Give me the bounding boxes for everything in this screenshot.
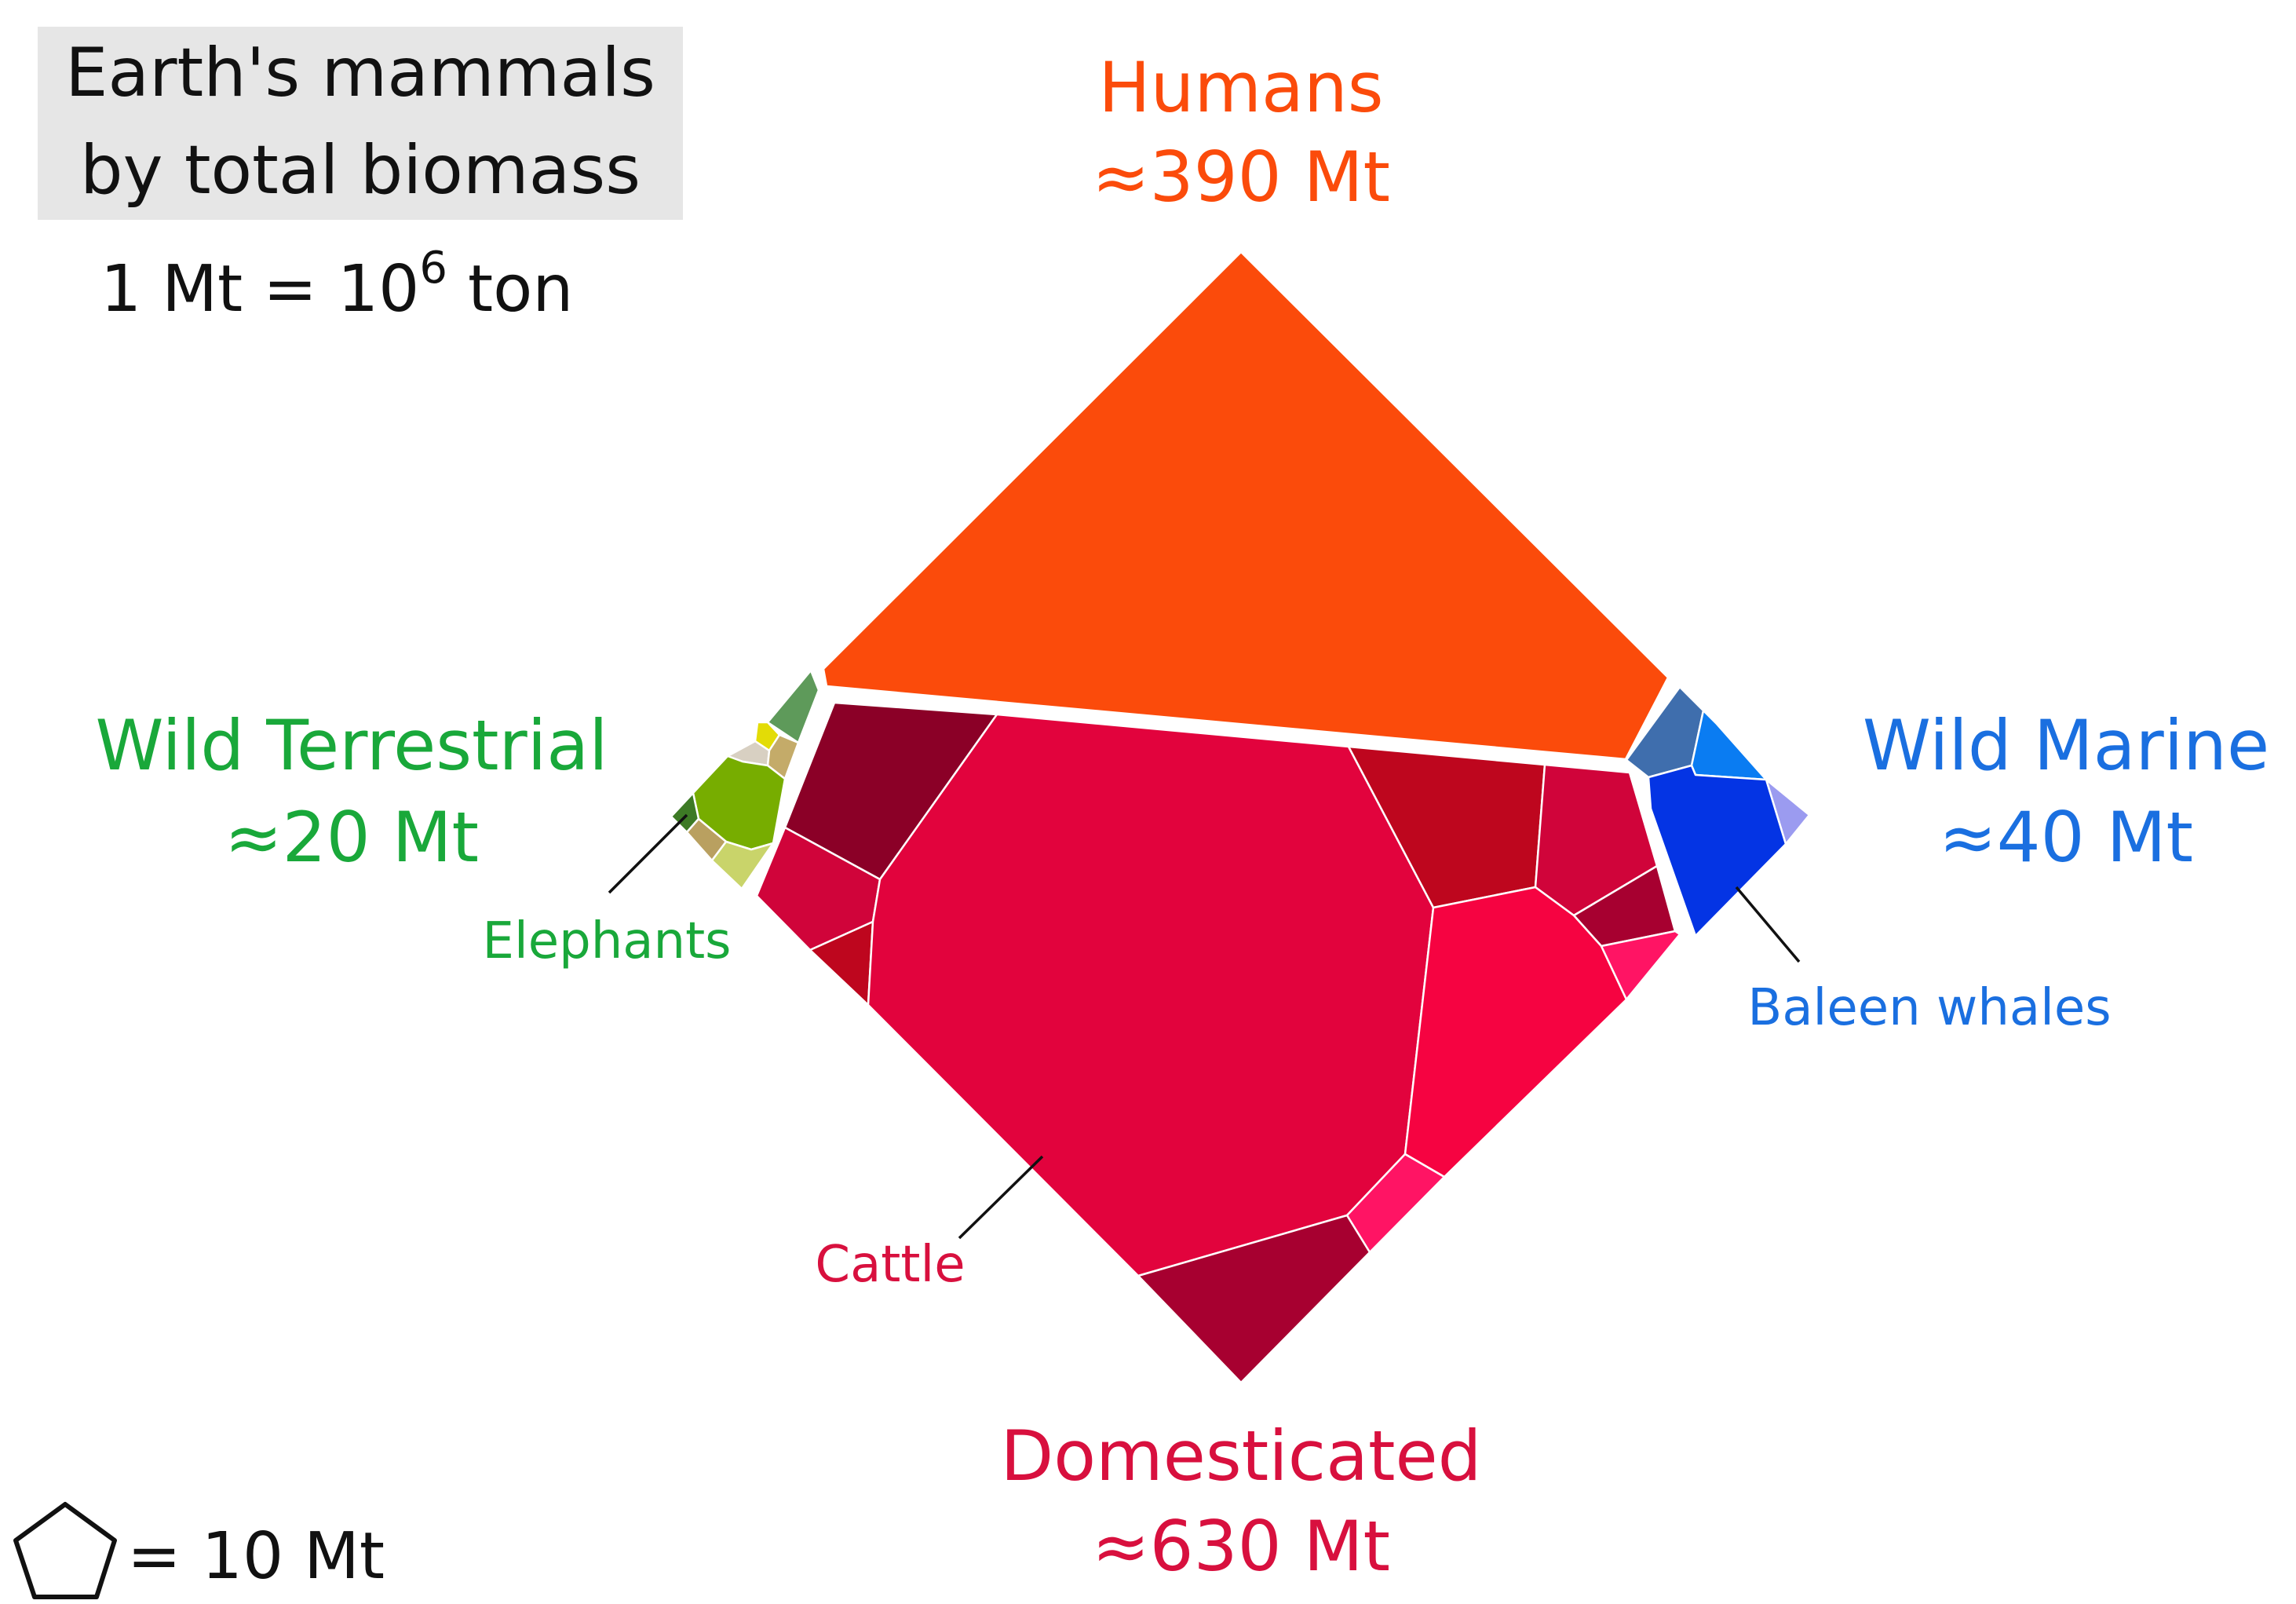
unit-note: 1 Mt = 106 ton — [100, 243, 573, 327]
cattle-label: Cattle — [815, 1236, 965, 1294]
title-line-2: by total biomass — [80, 131, 641, 210]
wild-terrestrial-cell-lime — [710, 840, 775, 890]
legend: = 10 Mt — [13, 1502, 385, 1599]
cattle-leader-line — [958, 1155, 1044, 1240]
wild-terrestrial-label: Wild Terrestrial — [95, 705, 608, 786]
unit-note-suffix: ton — [447, 252, 573, 327]
title-block: Earth's mammals by total biomass — [38, 27, 683, 220]
unit-note-prefix: 1 Mt = 10 — [100, 252, 419, 327]
domesticated-amount: ≈630 Mt — [1092, 1506, 1390, 1587]
humans-label: Humans — [1098, 47, 1383, 128]
wild-marine-label: Wild Marine — [1863, 705, 2269, 786]
wild-marine-cell-azure — [1690, 709, 1768, 781]
elephants-label: Elephants — [483, 912, 732, 970]
title-line-1: Earth's mammals — [65, 34, 655, 112]
unit-note-exponent: 6 — [419, 243, 447, 294]
humans-amount: ≈390 Mt — [1092, 137, 1390, 217]
wild-marine-amount: ≈40 Mt — [1939, 797, 2193, 878]
legend-label: = 10 Mt — [127, 1519, 385, 1594]
baleen-whales-label: Baleen whales — [1747, 979, 2111, 1037]
pentagon-icon — [13, 1502, 117, 1599]
domesticated-label: Domesticated — [1000, 1416, 1481, 1496]
domesticated-region — [755, 701, 1681, 1384]
baleen-whales-cell — [1647, 764, 1787, 937]
wild-marine-region — [1625, 685, 1811, 937]
wild-terrestrial-amount: ≈20 Mt — [224, 797, 479, 878]
domesticated-cell-hotpink-right — [1600, 930, 1681, 1001]
domesticated-cell-wine-bottom — [1137, 1214, 1371, 1384]
humans-cell — [822, 250, 1670, 761]
title-background — [38, 27, 683, 220]
baleen-whales-leader-line — [1735, 886, 1801, 963]
cattle-cell — [867, 713, 1435, 1277]
elephants-leader-line — [608, 813, 688, 894]
